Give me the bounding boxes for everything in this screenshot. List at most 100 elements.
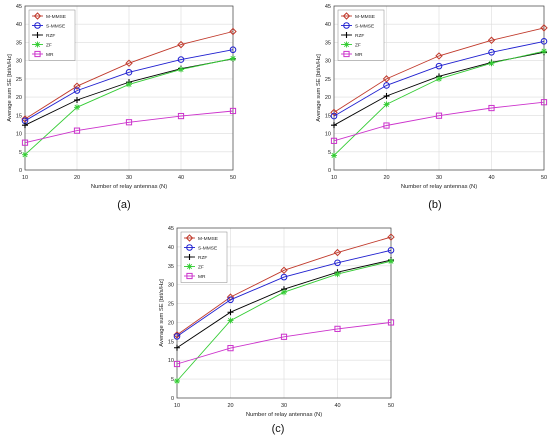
data-point: [126, 81, 132, 88]
legend-marker: [34, 41, 41, 48]
plot-frame: [24, 5, 234, 171]
data-point: [334, 259, 341, 267]
data-point: [174, 344, 180, 351]
y-tick-label: 35: [325, 40, 331, 46]
legend-marker: [186, 254, 193, 260]
legend-marker: [34, 22, 41, 29]
data-point: [331, 152, 337, 159]
y-tick-label: 15: [168, 339, 174, 345]
y-tick-label: 20: [325, 95, 331, 101]
series-line: [24, 110, 234, 144]
chart-panel: 10 20 30 40 50 0 5 10 15 20 25 30 35 40 45 Number of re…: [7, 4, 237, 211]
y-tick-label: 5: [171, 377, 174, 383]
data-point: [73, 82, 81, 90]
y-axis-label: Average sum SE [bit/s/Hz]: [316, 54, 322, 122]
panel-label: (c): [272, 423, 285, 435]
y-tick-label: 20: [16, 95, 22, 101]
legend-label: RZF: [355, 33, 364, 39]
y-axis-label: Average sum SE [bit/s/Hz]: [7, 54, 13, 122]
legend-marker: [343, 41, 350, 48]
legend-marker: [343, 22, 350, 29]
series-line: [333, 27, 545, 113]
y-tick-label: 20: [168, 320, 174, 326]
legend-label: MR: [46, 52, 54, 58]
series-line: [176, 236, 392, 336]
legend-marker: [33, 12, 42, 20]
data-point: [74, 104, 80, 111]
data-point: [177, 112, 185, 120]
y-tick-label: 15: [16, 113, 22, 119]
x-tick-label: 30: [436, 175, 442, 181]
data-point: [387, 233, 395, 241]
data-point: [330, 112, 338, 120]
data-point: [230, 55, 236, 62]
data-point: [331, 122, 337, 129]
series-line: [333, 101, 545, 142]
data-point: [382, 75, 391, 83]
panel-label: (b): [428, 199, 441, 211]
x-axis-label: Number of relay antennas (N): [401, 184, 477, 190]
data-point: [487, 36, 496, 44]
data-point: [178, 66, 184, 73]
data-point: [383, 93, 390, 100]
data-point: [22, 151, 28, 158]
data-point: [280, 266, 288, 275]
y-tick-label: 25: [325, 77, 331, 83]
series-line: [24, 31, 234, 120]
data-point: [177, 40, 185, 49]
data-point: [540, 99, 548, 106]
legend-label: S-MMSE: [198, 245, 217, 251]
plot-frame: [176, 227, 392, 399]
legend-marker: [343, 32, 350, 38]
data-point: [435, 112, 443, 119]
data-point: [227, 309, 234, 316]
legend-label: MR: [355, 52, 363, 58]
data-point: [21, 115, 29, 123]
data-point: [435, 52, 443, 60]
chart-panel: 10 20 30 40 50 0 5 10 15 20 25 30 35 40 45 Number of re…: [316, 4, 548, 211]
legend-label: ZF: [355, 42, 361, 48]
data-point: [541, 48, 547, 55]
legend-label: S-MMSE: [46, 23, 65, 29]
y-tick-label: 35: [168, 264, 174, 270]
data-point: [227, 296, 234, 304]
series-line: [176, 249, 392, 337]
y-tick-label: 30: [16, 59, 22, 65]
x-tick-label: 50: [388, 403, 394, 409]
legend-label: RZF: [198, 255, 207, 261]
y-tick-label: 0: [171, 396, 174, 402]
data-point: [333, 248, 342, 257]
data-point: [281, 289, 287, 296]
x-tick-label: 40: [178, 175, 184, 181]
data-point: [177, 56, 185, 63]
data-point: [229, 107, 237, 115]
legend-label: MR: [198, 274, 206, 280]
data-point: [21, 139, 29, 146]
data-point: [540, 38, 548, 45]
data-point: [387, 319, 395, 326]
y-tick-label: 45: [325, 4, 331, 10]
legend-marker: [343, 50, 350, 58]
data-point: [229, 27, 237, 36]
x-tick-label: 20: [74, 175, 80, 181]
data-point: [173, 333, 181, 340]
x-axis-label: Number of relay antennas (N): [91, 184, 167, 190]
data-point: [383, 101, 390, 108]
x-tick-label: 40: [488, 175, 494, 181]
y-tick-label: 30: [325, 59, 331, 65]
legend-label: ZF: [46, 42, 52, 48]
y-tick-label: 10: [168, 358, 174, 364]
data-point: [227, 317, 234, 324]
y-tick-label: 5: [19, 150, 22, 156]
data-point: [488, 60, 495, 67]
legend-marker: [186, 272, 193, 280]
data-point: [540, 24, 548, 32]
data-point: [488, 104, 495, 112]
data-point: [280, 273, 288, 281]
y-tick-label: 15: [325, 113, 331, 119]
y-tick-label: 25: [16, 77, 22, 83]
y-tick-label: 35: [16, 40, 22, 46]
data-point: [383, 82, 390, 89]
y-tick-label: 30: [168, 283, 174, 289]
y-tick-label: 40: [325, 22, 331, 28]
